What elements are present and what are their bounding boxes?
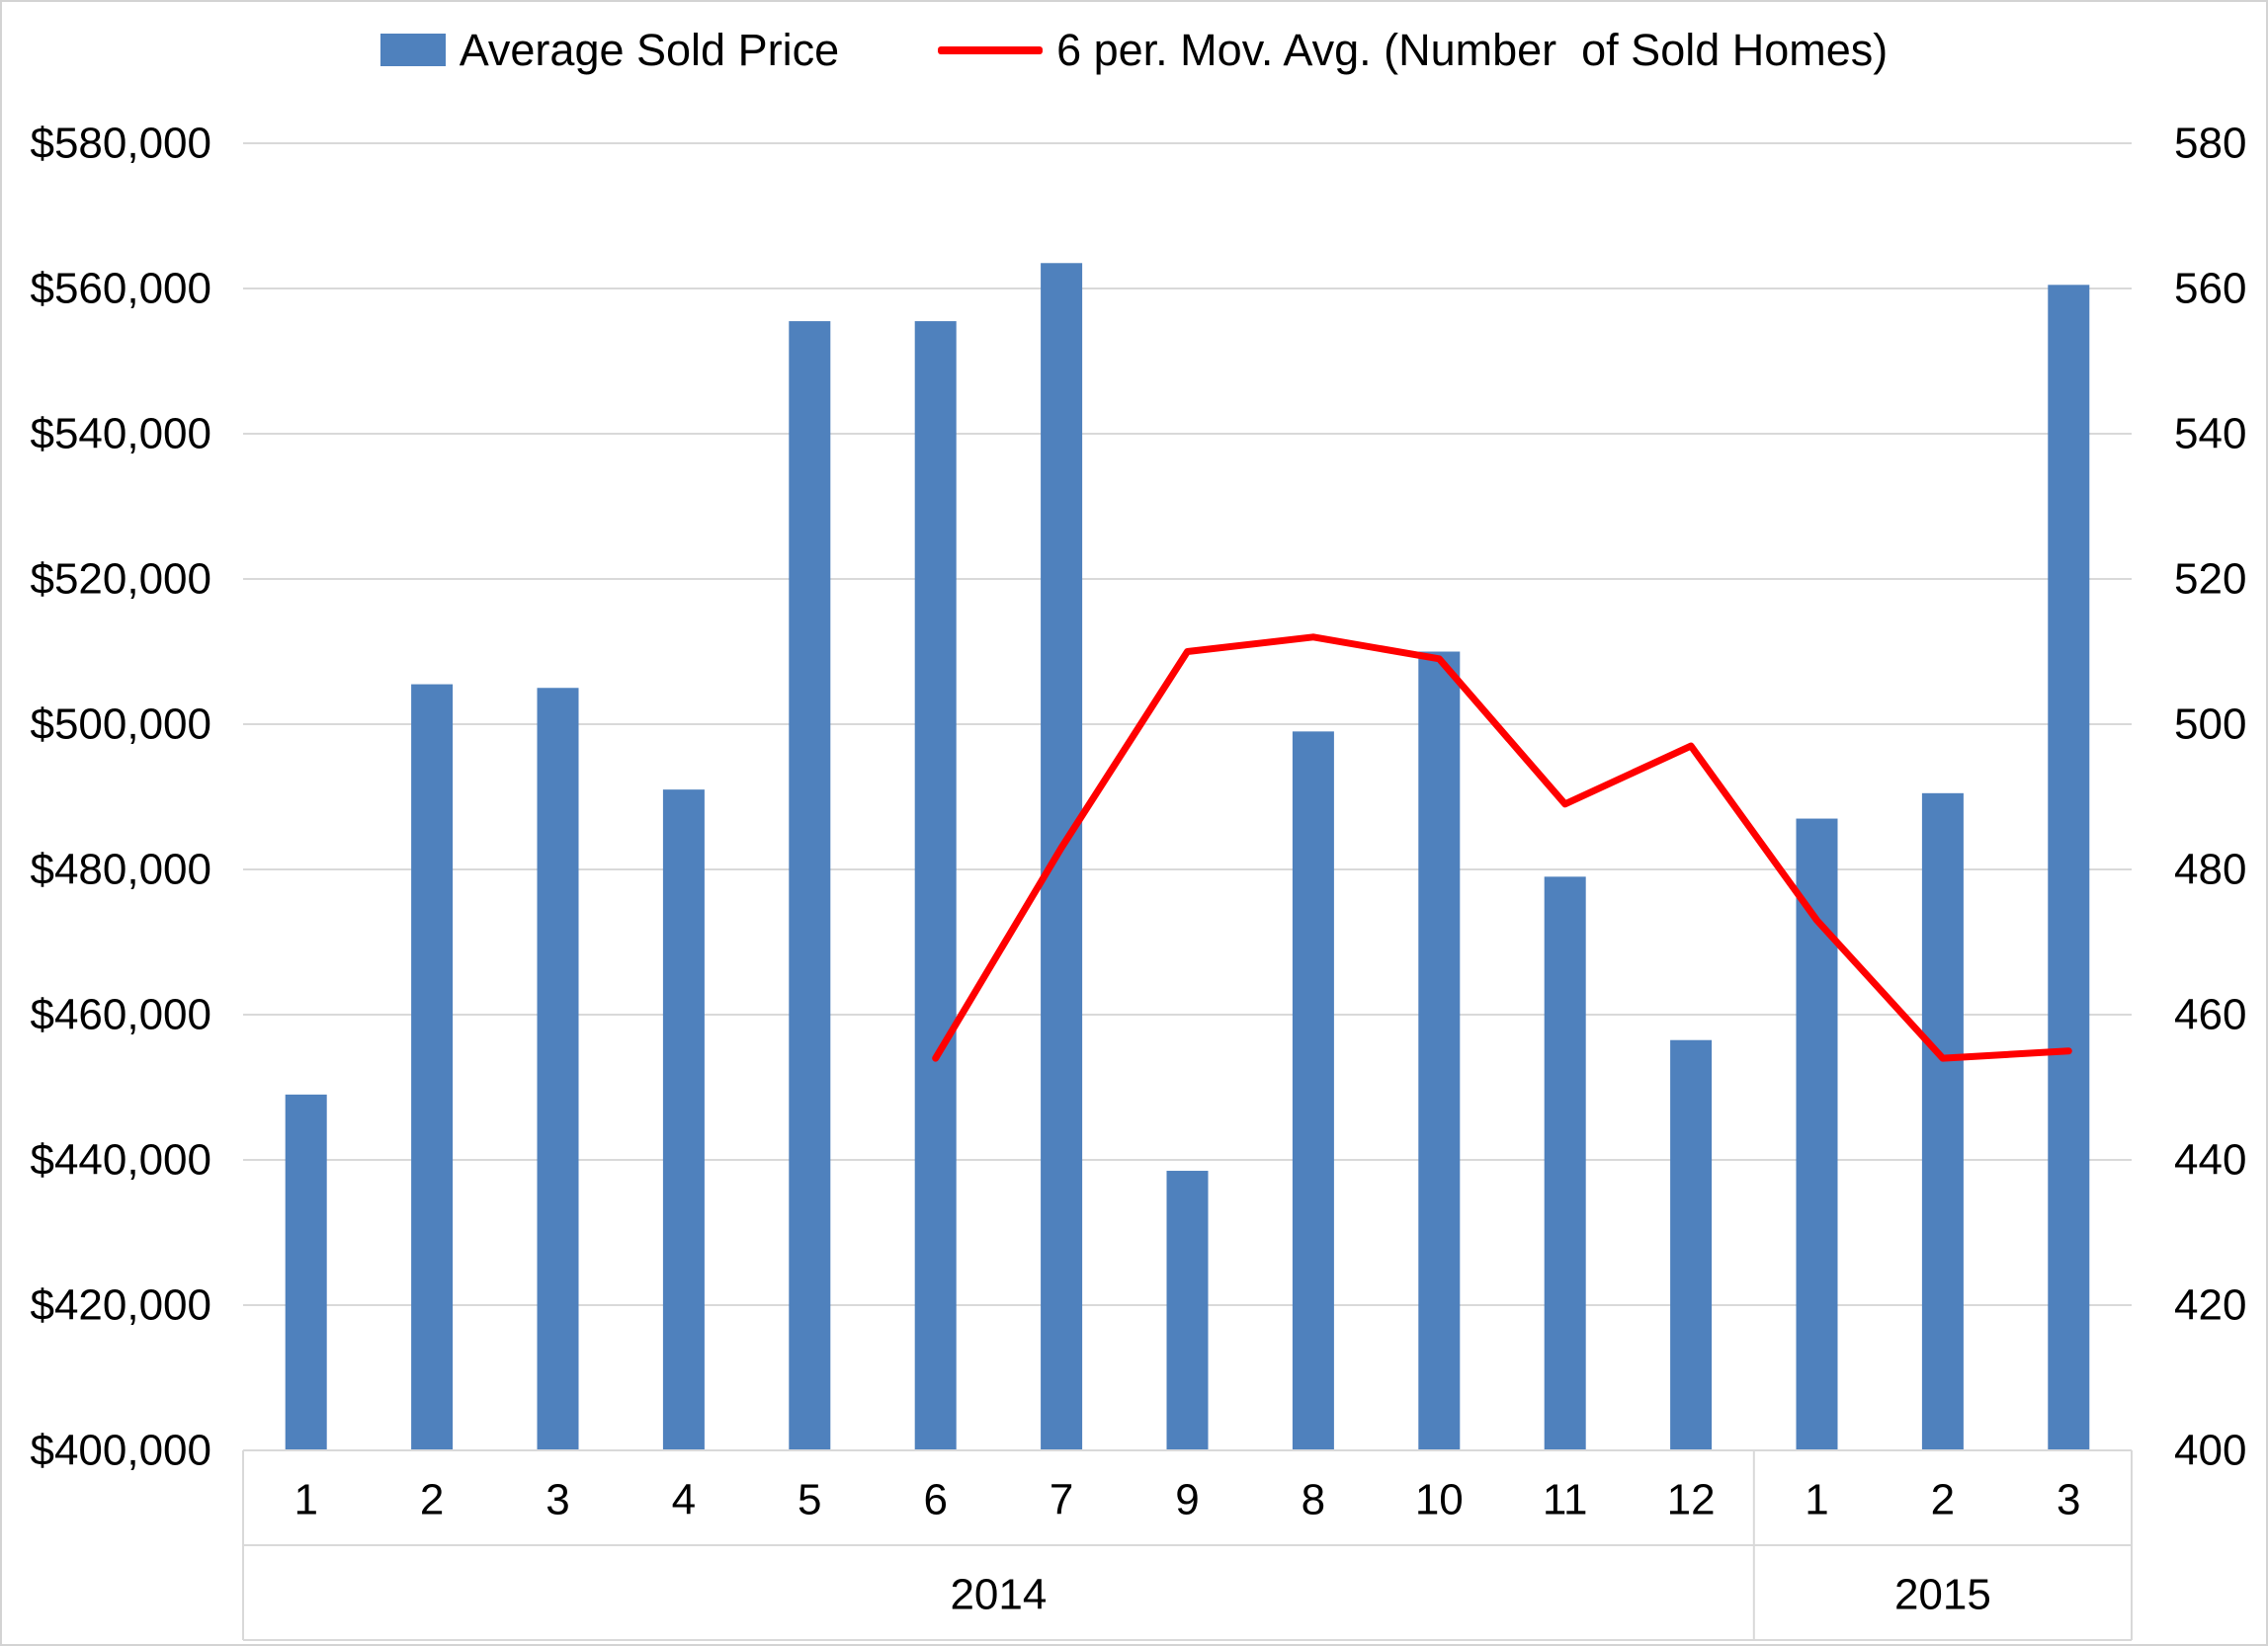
x-axis-month-label: 10 (1415, 1476, 1464, 1524)
y-axis-label-right: 560 (2174, 265, 2246, 313)
x-axis-month-label: 6 (923, 1476, 947, 1524)
y-axis-label-left: $480,000 (30, 846, 211, 894)
x-axis-month-label: 2 (1931, 1476, 1955, 1524)
y-axis-label-left: $560,000 (30, 265, 211, 313)
x-axis-year-label: 2015 (1894, 1571, 1991, 1619)
y-axis-label-right: 460 (2174, 991, 2246, 1039)
y-axis-label-right: 580 (2174, 120, 2246, 168)
y-axis-label-right: 440 (2174, 1136, 2246, 1185)
y-axis-label-left: $520,000 (30, 555, 211, 604)
bar-average-sold-price (1166, 1171, 1209, 1450)
y-axis-label-left: $580,000 (30, 120, 211, 168)
y-axis-label-right: 480 (2174, 846, 2246, 894)
x-axis-month-label: 11 (1543, 1476, 1588, 1524)
y-axis-label-left: $500,000 (30, 700, 211, 749)
y-axis-label-right: 540 (2174, 410, 2246, 458)
bar-average-sold-price (411, 684, 454, 1450)
y-axis-label-right: 520 (2174, 555, 2246, 604)
bar-average-sold-price (1041, 263, 1083, 1450)
y-axis-label-left: $420,000 (30, 1281, 211, 1330)
x-axis-month-label: 1 (294, 1476, 317, 1524)
x-axis-month-label: 4 (672, 1476, 696, 1524)
y-axis-label-left: $540,000 (30, 410, 211, 458)
bar-average-sold-price (1544, 876, 1586, 1450)
bar-average-sold-price (1796, 818, 1838, 1450)
bar-average-sold-price (914, 321, 957, 1451)
x-axis-month-label: 7 (1050, 1476, 1073, 1524)
bar-average-sold-price (1418, 651, 1461, 1450)
bar-average-sold-price (662, 789, 705, 1450)
x-axis-year-label: 2014 (950, 1571, 1047, 1619)
y-axis-label-left: $460,000 (30, 991, 211, 1039)
x-axis-month-label: 9 (1175, 1476, 1199, 1524)
bar-average-sold-price (789, 321, 831, 1451)
moving-average-line (932, 633, 2072, 1062)
x-axis-month-label: 12 (1667, 1476, 1716, 1524)
y-axis-label-right: 500 (2174, 700, 2246, 749)
y-axis-label-right: 400 (2174, 1427, 2246, 1475)
y-axis-label-left: $440,000 (30, 1136, 211, 1185)
bar-average-sold-price (537, 688, 579, 1450)
x-axis-month-label: 1 (1805, 1476, 1828, 1524)
x-axis-month-label: 5 (798, 1476, 821, 1524)
x-axis-month-label: 3 (546, 1476, 569, 1524)
y-axis-label-left: $400,000 (30, 1427, 211, 1475)
bar-average-sold-price (1670, 1039, 1713, 1450)
x-axis-month-label: 3 (2057, 1476, 2080, 1524)
legend: Average Sold Price 6 per. Mov. Avg. (Num… (2, 28, 2266, 72)
bar-series-label: Average Sold Price (459, 25, 840, 75)
y-axis-label-right: 420 (2174, 1281, 2246, 1330)
bar-average-sold-price (2048, 285, 2090, 1451)
bar-average-sold-price (1292, 731, 1334, 1450)
bar-average-sold-price (285, 1094, 327, 1450)
line-series-swatch (938, 45, 1044, 54)
bar-average-sold-price (1921, 792, 1964, 1450)
legend-item-average-sold-price: Average Sold Price (379, 25, 840, 75)
legend-item-moving-average: 6 per. Mov. Avg. (Number of Sold Homes) (938, 28, 1888, 72)
bar-series-swatch (379, 34, 446, 66)
x-axis-month-label: 2 (420, 1476, 444, 1524)
x-axis-month-label: 8 (1302, 1476, 1325, 1524)
line-series-label: 6 per. Mov. Avg. (Number of Sold Homes) (1056, 25, 1889, 75)
